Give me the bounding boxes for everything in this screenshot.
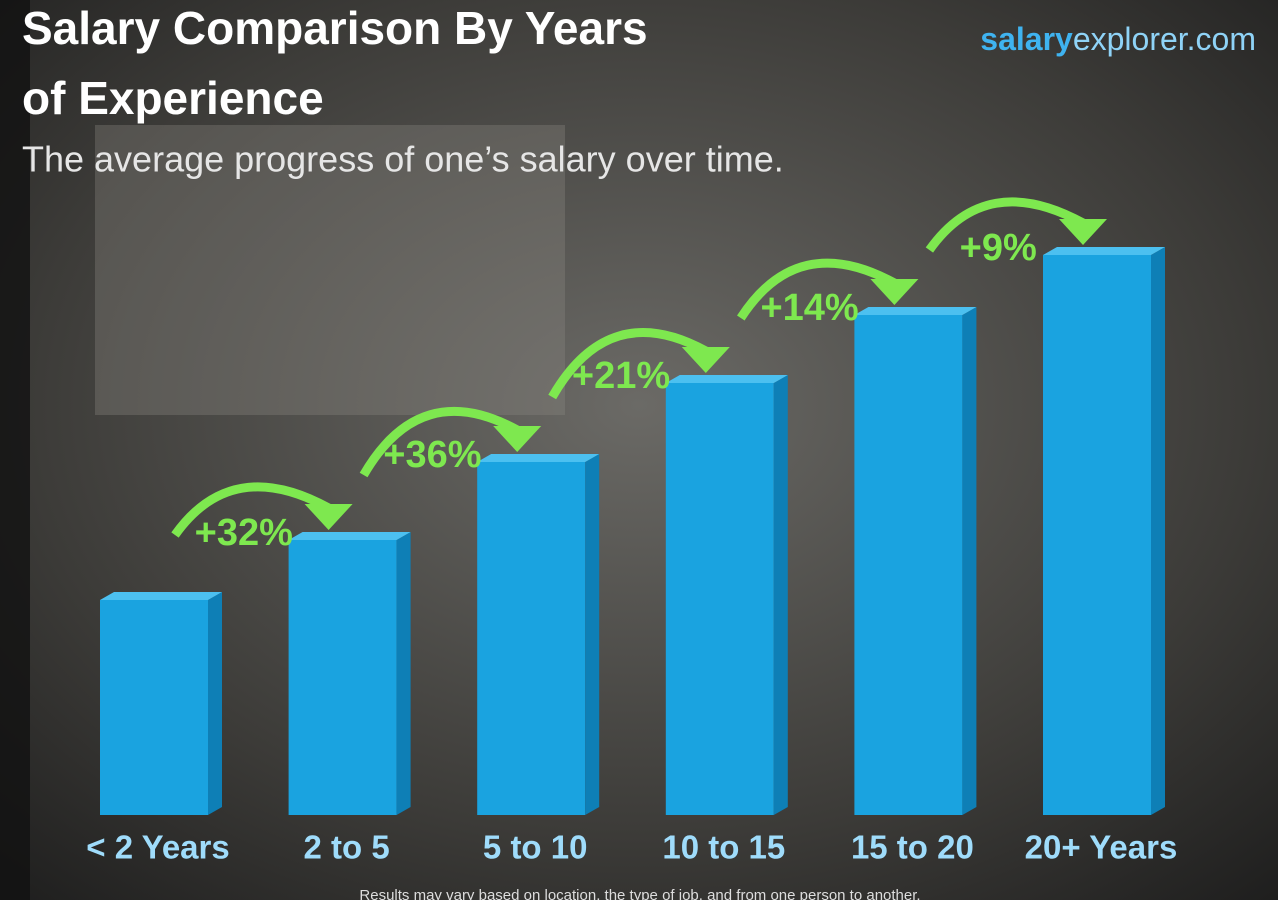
x-tick-label: 5 to 10 [483, 829, 588, 866]
change-label: +21% [572, 355, 670, 397]
x-tick-label: 15 to 20 [851, 829, 974, 866]
x-tick-label: 2 to 5 [303, 829, 389, 866]
change-label: +36% [383, 434, 481, 476]
left-shade [0, 0, 30, 900]
bar-side [773, 375, 788, 815]
change-arrow [171, 482, 331, 538]
change-arrow [737, 258, 897, 321]
change-arrowhead [870, 279, 919, 305]
x-tick-label: 10 to 15 [662, 829, 785, 866]
bar-front [854, 315, 963, 815]
x-tick-label: 20+ Years [1025, 829, 1178, 866]
change-label: +9% [960, 227, 1037, 269]
change-arrow [548, 328, 708, 400]
bar-side [1151, 247, 1165, 815]
background-map [95, 125, 565, 415]
bar-top [1043, 247, 1165, 255]
bar-front [477, 462, 586, 815]
bar-side [396, 532, 411, 815]
bar-top [665, 375, 788, 383]
bar-top [100, 592, 222, 600]
bar-side [585, 454, 600, 815]
logo-bold: salary [980, 21, 1073, 57]
change-arrowhead [304, 504, 353, 530]
bar-top [477, 454, 600, 462]
footnote: Results may vary based on location, the … [359, 887, 920, 900]
change-label: +14% [760, 287, 858, 329]
change-arrow [359, 406, 520, 478]
bar-front [1043, 255, 1151, 815]
bar-front [100, 600, 208, 815]
bar-side [208, 592, 222, 815]
logo-rest: explorer.com [1073, 21, 1256, 57]
bar-top [288, 532, 411, 540]
bar-top [854, 307, 977, 315]
change-arrow [925, 197, 1086, 253]
subtitle: The average progress of one’s salary ove… [22, 139, 784, 180]
x-tick-label: < 2 Years [86, 829, 229, 866]
title-line: Salary Comparison By Years [22, 2, 648, 54]
bar-front [665, 383, 774, 815]
change-arrowhead [493, 426, 542, 452]
logo: salaryexplorer.com [980, 21, 1256, 57]
bar-side [962, 307, 977, 815]
change-label: +32% [195, 512, 293, 554]
title-line: of Experience [22, 72, 324, 124]
bar-front [288, 540, 397, 815]
change-arrowhead [681, 347, 730, 373]
change-arrowhead [1059, 219, 1107, 245]
